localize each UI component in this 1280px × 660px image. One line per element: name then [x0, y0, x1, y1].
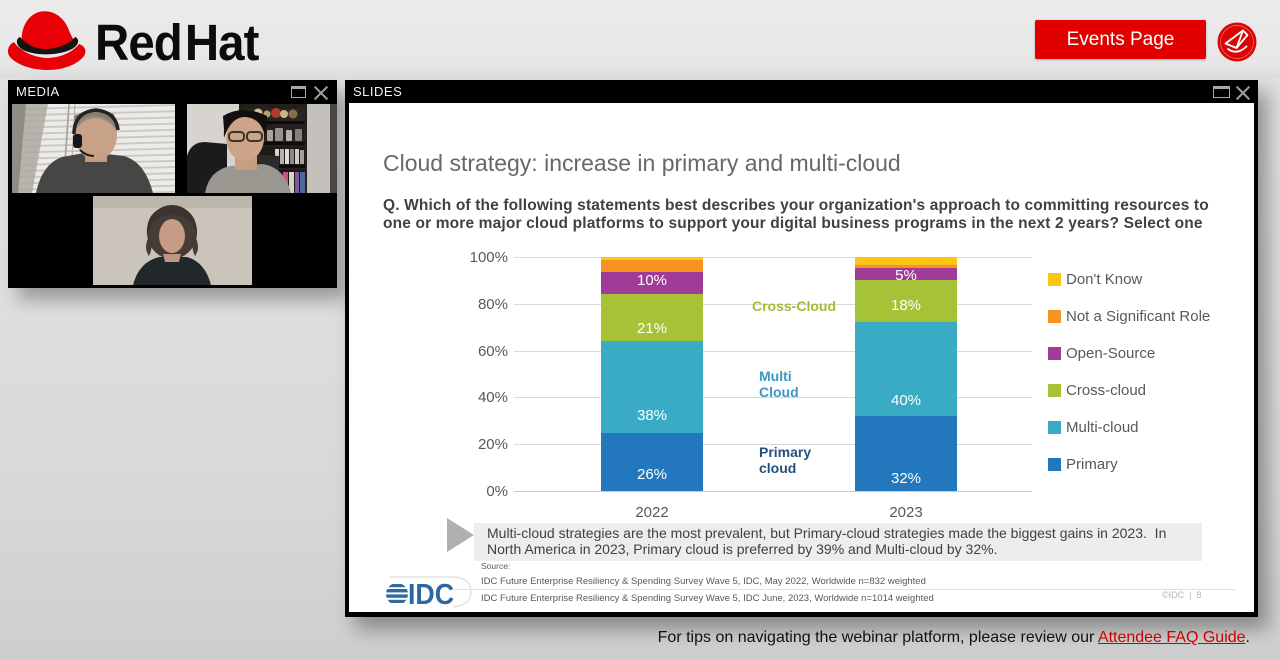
svg-text:IDC: IDC [408, 579, 454, 611]
